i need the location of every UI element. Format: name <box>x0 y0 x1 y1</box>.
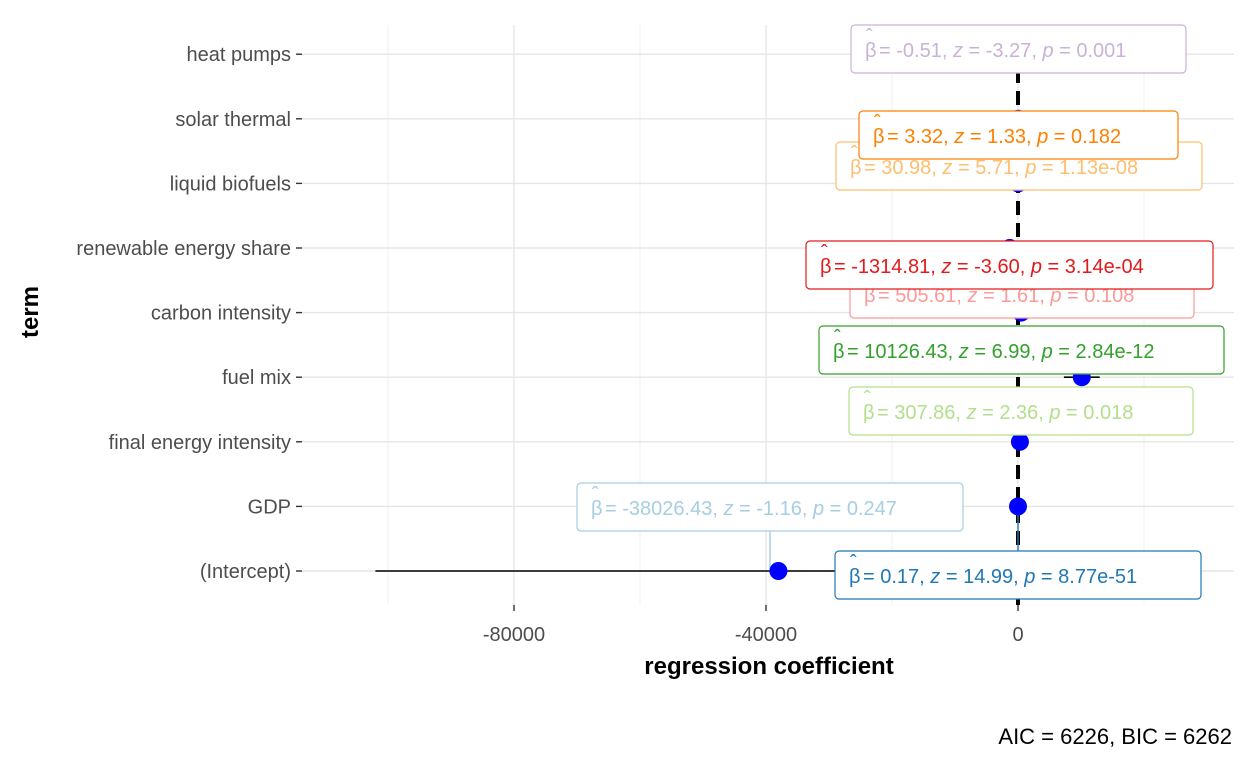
hat-accent: ˆ <box>821 242 828 264</box>
beta-hat-symbol: β <box>863 402 875 424</box>
y-tick-label: renewable energy share <box>76 238 291 260</box>
estimate-point <box>1009 497 1028 516</box>
hat-accent: ˆ <box>874 112 881 134</box>
label-text: = -38026.43, z = -1.16, p = 0.247 <box>605 498 897 520</box>
estimate-label: βˆ = -38026.43, z = -1.16, p = 0.247 <box>576 482 964 532</box>
caption: AIC = 6226, BIC = 6262 <box>998 724 1232 749</box>
label-text: = -1314.81, z = -3.60, p = 3.14e-04 <box>834 256 1144 278</box>
y-tick-label: GDP <box>248 496 291 518</box>
x-tick-label: -40000 <box>735 624 797 646</box>
x-tick-label: -80000 <box>483 624 545 646</box>
label-text: = 3.32, z = 1.33, p = 0.182 <box>887 126 1121 148</box>
hat-accent: ˆ <box>851 143 858 165</box>
hat-accent: ˆ <box>834 327 841 349</box>
beta-hat-symbol: β <box>820 256 832 278</box>
y-tick-label: heat pumps <box>186 44 291 66</box>
label-box <box>805 240 1214 290</box>
y-tick-label: fuel mix <box>222 367 291 389</box>
label-box <box>834 550 1202 600</box>
beta-hat-symbol: β <box>873 126 885 148</box>
y-tick-label: final energy intensity <box>109 432 291 454</box>
label-text: = 307.86, z = 2.36, p = 0.018 <box>877 402 1133 424</box>
estimate-label: βˆ = -0.51, z = -3.27, p = 0.001 <box>850 24 1187 74</box>
estimate-point <box>769 562 788 580</box>
label-text: = 30.98, z = 5.71, p = 1.13e-08 <box>864 157 1138 179</box>
y-tick-label: (Intercept) <box>200 561 291 583</box>
beta-hat-symbol: β <box>833 341 845 363</box>
y-tick-label: solar thermal <box>175 109 291 131</box>
hat-accent: ˆ <box>850 552 857 574</box>
beta-hat-symbol: β <box>849 566 861 588</box>
label-box <box>818 325 1225 375</box>
y-axis-title: term <box>17 286 44 338</box>
hat-accent: ˆ <box>592 484 599 506</box>
estimate-label: βˆ = 3.32, z = 1.33, p = 0.182 <box>858 110 1179 160</box>
label-text: = -0.51, z = -3.27, p = 0.001 <box>879 40 1126 62</box>
estimate-label: βˆ = -1314.81, z = -3.60, p = 3.14e-04 <box>805 240 1214 290</box>
label-text: = 10126.43, z = 6.99, p = 2.84e-12 <box>847 341 1155 363</box>
hat-accent: ˆ <box>864 388 871 410</box>
beta-hat-symbol: β <box>864 285 876 307</box>
y-axis: (Intercept) GDP final energy intensity fuel… <box>76 44 302 583</box>
x-tick-label: 0 <box>1012 624 1023 646</box>
label-box <box>858 110 1179 160</box>
beta-hat-symbol: β <box>591 498 603 520</box>
x-axis-title: regression coefficient <box>644 653 893 680</box>
estimate-label: βˆ = 307.86, z = 2.36, p = 0.018 <box>848 386 1194 436</box>
label-box <box>848 386 1194 436</box>
y-tick-label: carbon intensity <box>151 303 291 325</box>
label-box <box>850 24 1187 74</box>
y-tick-label: liquid biofuels <box>170 173 291 195</box>
label-box <box>576 482 964 532</box>
label-text: = 505.61, z = 1.61, p = 0.108 <box>878 285 1134 307</box>
estimate-label: βˆ = 10126.43, z = 6.99, p = 2.84e-12 <box>818 325 1225 375</box>
hat-accent: ˆ <box>866 26 873 48</box>
estimate-point <box>1010 432 1029 451</box>
beta-hat-symbol: β <box>865 40 877 62</box>
label-text: = 0.17, z = 14.99, p = 8.77e-51 <box>863 566 1137 588</box>
beta-hat-symbol: β <box>850 157 862 179</box>
x-axis: -80000 -40000 0 <box>483 605 1024 646</box>
estimate-label: βˆ = 0.17, z = 14.99, p = 8.77e-51 <box>834 550 1202 600</box>
